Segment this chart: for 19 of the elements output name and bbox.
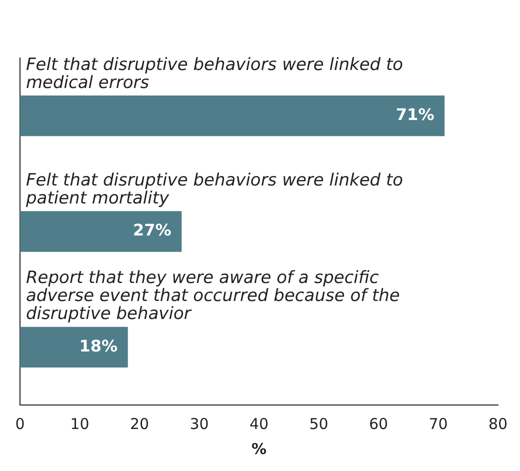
data-label: 71% (396, 104, 434, 124)
x-axis-title: % (251, 440, 267, 458)
x-tick-label: 80 (488, 414, 508, 433)
bar (20, 211, 182, 252)
x-tick-label: 70 (428, 414, 448, 433)
x-tick-label: 20 (130, 414, 150, 433)
x-tick-label: 30 (190, 414, 209, 433)
data-label: 27% (133, 220, 172, 240)
y-tick-label: Report that they were aware of a specific adverse event that occurred because of the disruptive behavior (26, 268, 400, 324)
x-tick-label: 0 (15, 414, 25, 433)
data-label: 18% (79, 336, 118, 356)
x-tick-label: 40 (249, 414, 269, 433)
bar (20, 326, 128, 368)
x-tick-label: 50 (309, 414, 328, 433)
bar (20, 96, 445, 136)
x-tick-label: 60 (368, 414, 388, 433)
y-tick-label: Felt that disruptive behaviors were linked to medical errors (26, 54, 404, 93)
y-tick-label: Felt that disruptive behaviors were linked to patient mortality (25, 170, 404, 208)
x-tick-label: 10 (70, 414, 90, 433)
